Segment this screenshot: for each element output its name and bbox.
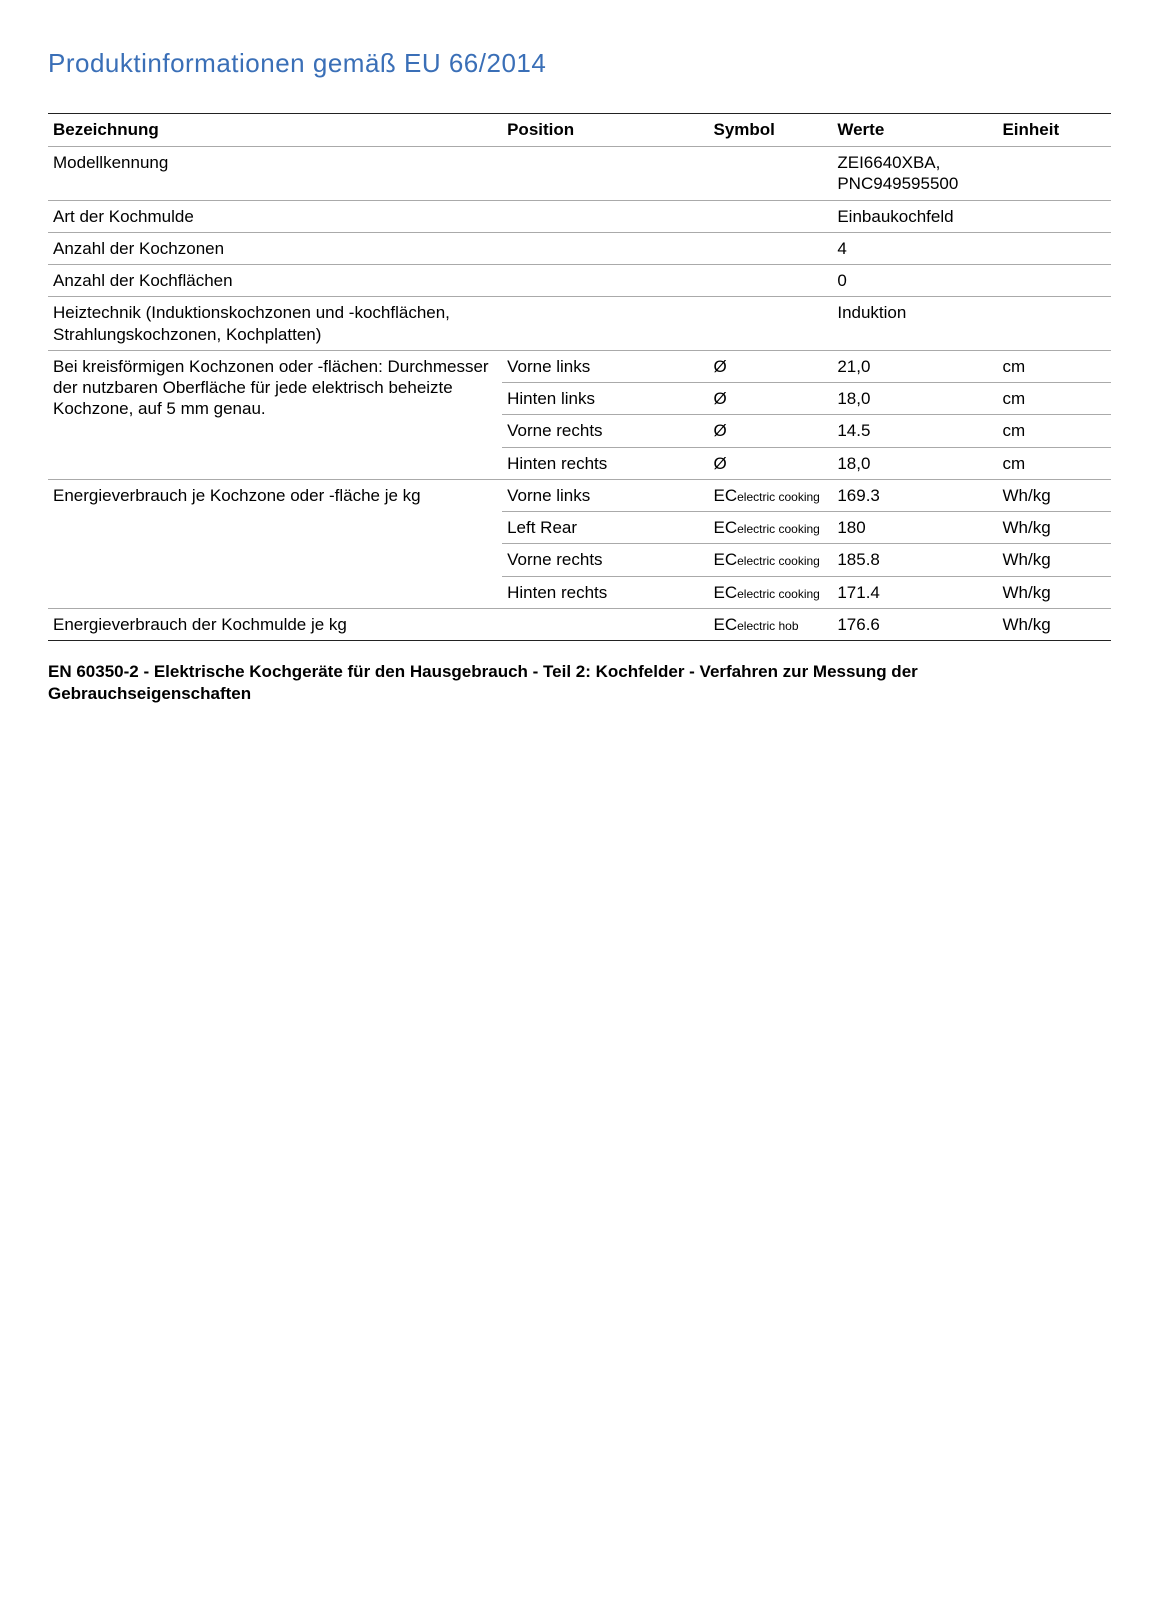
table-row: Art der Kochmulde Einbaukochfeld	[48, 200, 1111, 232]
cell-ein	[997, 297, 1111, 351]
ec-main: EC	[714, 486, 738, 505]
cell-wert: 21,0	[832, 350, 997, 382]
cell-sym: ECelectric cooking	[709, 544, 833, 576]
cell-wert: 169.3	[832, 479, 997, 511]
cell-ein: Wh/kg	[997, 608, 1111, 640]
cell-sym	[709, 265, 833, 297]
cell-bez: Anzahl der Kochflächen	[48, 265, 502, 297]
cell-pos	[502, 200, 708, 232]
ec-main: EC	[714, 518, 738, 537]
cell-bez: Modellkennung	[48, 147, 502, 201]
table-row: Anzahl der Kochzonen 4	[48, 232, 1111, 264]
cell-pos	[502, 147, 708, 201]
cell-bez: Bei kreisförmigen Kochzonen oder -fläche…	[48, 350, 502, 479]
cell-pos: Vorne links	[502, 350, 708, 382]
cell-ein: cm	[997, 350, 1111, 382]
cell-pos: Hinten links	[502, 383, 708, 415]
cell-wert: 180	[832, 512, 997, 544]
cell-sym: Ø	[709, 383, 833, 415]
cell-wert: 171.4	[832, 576, 997, 608]
cell-wert: 4	[832, 232, 997, 264]
cell-ein	[997, 147, 1111, 201]
cell-bez: Anzahl der Kochzonen	[48, 232, 502, 264]
page-title: Produktinformationen gemäß EU 66/2014	[48, 48, 1111, 79]
cell-pos: Hinten rechts	[502, 447, 708, 479]
col-bezeichnung: Bezeichnung	[48, 114, 502, 147]
standard-footnote: EN 60350-2 - Elektrische Kochgeräte für …	[48, 661, 1111, 705]
cell-pos	[502, 265, 708, 297]
ec-main: EC	[714, 615, 738, 634]
table-row: Bei kreisförmigen Kochzonen oder -fläche…	[48, 350, 1111, 382]
ec-main: EC	[714, 583, 738, 602]
cell-sym	[709, 147, 833, 201]
table-row: Anzahl der Kochflächen 0	[48, 265, 1111, 297]
spec-table: Bezeichnung Position Symbol Werte Einhei…	[48, 113, 1111, 641]
cell-sym: ECelectric hob	[709, 608, 833, 640]
ec-main: EC	[714, 550, 738, 569]
cell-ein: Wh/kg	[997, 544, 1111, 576]
cell-pos: Left Rear	[502, 512, 708, 544]
cell-pos	[502, 297, 708, 351]
cell-sym	[709, 232, 833, 264]
cell-bez: Energieverbrauch je Kochzone oder -fläch…	[48, 479, 502, 608]
ec-sub: electric hob	[737, 619, 798, 633]
cell-sym: Ø	[709, 415, 833, 447]
col-symbol: Symbol	[709, 114, 833, 147]
ec-sub: electric cooking	[737, 587, 820, 601]
cell-wert: 18,0	[832, 383, 997, 415]
table-row: Modellkennung ZEI6640XBA, PNC949595500	[48, 147, 1111, 201]
cell-wert: ZEI6640XBA, PNC949595500	[832, 147, 997, 201]
cell-wert: Induktion	[832, 297, 997, 351]
cell-ein: cm	[997, 383, 1111, 415]
cell-pos	[502, 232, 708, 264]
cell-sym	[709, 297, 833, 351]
cell-pos: Vorne links	[502, 479, 708, 511]
cell-sym: Ø	[709, 447, 833, 479]
table-header-row: Bezeichnung Position Symbol Werte Einhei…	[48, 114, 1111, 147]
cell-ein	[997, 200, 1111, 232]
cell-wert: Einbaukochfeld	[832, 200, 997, 232]
cell-ein: Wh/kg	[997, 576, 1111, 608]
cell-bez: Energieverbrauch der Kochmulde je kg	[48, 608, 502, 640]
cell-ein: Wh/kg	[997, 479, 1111, 511]
cell-ein	[997, 232, 1111, 264]
cell-ein	[997, 265, 1111, 297]
cell-sym: ECelectric cooking	[709, 512, 833, 544]
table-row: Energieverbrauch je Kochzone oder -fläch…	[48, 479, 1111, 511]
table-row: Energieverbrauch der Kochmulde je kg ECe…	[48, 608, 1111, 640]
cell-sym: Ø	[709, 350, 833, 382]
cell-wert: 18,0	[832, 447, 997, 479]
cell-pos	[502, 608, 708, 640]
cell-ein: cm	[997, 447, 1111, 479]
table-row: Heiztechnik (Induktionskochzonen und -ko…	[48, 297, 1111, 351]
col-position: Position	[502, 114, 708, 147]
cell-wert: 0	[832, 265, 997, 297]
ec-sub: electric cooking	[737, 490, 820, 504]
cell-bez: Heiztechnik (Induktionskochzonen und -ko…	[48, 297, 502, 351]
col-einheit: Einheit	[997, 114, 1111, 147]
cell-wert: 176.6	[832, 608, 997, 640]
ec-sub: electric cooking	[737, 522, 820, 536]
cell-ein: Wh/kg	[997, 512, 1111, 544]
cell-pos: Hinten rechts	[502, 576, 708, 608]
cell-bez: Art der Kochmulde	[48, 200, 502, 232]
cell-sym	[709, 200, 833, 232]
col-werte: Werte	[832, 114, 997, 147]
cell-wert: 14.5	[832, 415, 997, 447]
cell-sym: ECelectric cooking	[709, 479, 833, 511]
cell-pos: Vorne rechts	[502, 415, 708, 447]
ec-sub: electric cooking	[737, 554, 820, 568]
cell-pos: Vorne rechts	[502, 544, 708, 576]
cell-ein: cm	[997, 415, 1111, 447]
cell-sym: ECelectric cooking	[709, 576, 833, 608]
cell-wert: 185.8	[832, 544, 997, 576]
